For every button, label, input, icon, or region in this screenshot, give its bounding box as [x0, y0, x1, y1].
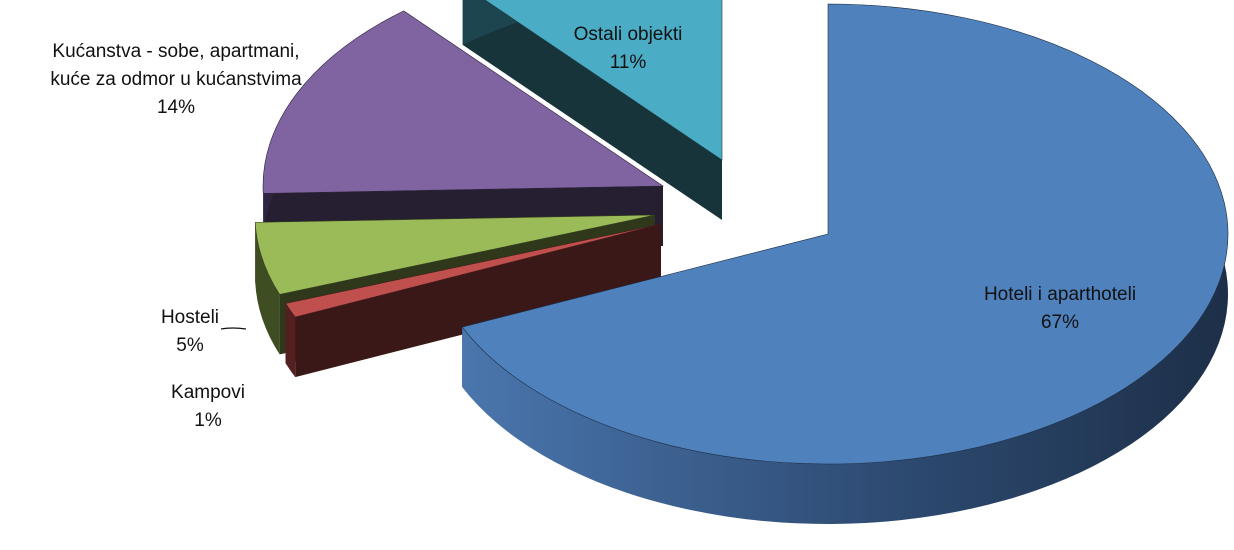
data-label-category: Hosteli — [161, 307, 219, 328]
pie-slice-side — [462, 0, 606, 45]
data-labels: Hoteli i aparthoteli 67% Kampovi 1% Hosteli 5… — [50, 24, 1136, 431]
data-label-category: Kampovi — [171, 382, 245, 403]
pie-slice-side — [285, 303, 296, 378]
pie-slice — [285, 223, 662, 318]
pie-slice — [254, 214, 656, 295]
data-label: Kućanstva - sobe, apartmani, kuće za odmo… — [50, 41, 302, 118]
pie-slice — [262, 10, 664, 194]
data-label-value: 5% — [176, 335, 204, 356]
data-label-category: Ostali objekti — [574, 24, 683, 45]
data-label-value: 67% — [1041, 312, 1079, 333]
pie-slice — [484, 0, 723, 161]
leader-line — [220, 327, 247, 330]
data-label-value: 11% — [610, 52, 647, 73]
pie-slice — [461, 3, 1229, 465]
data-label: Ostali objekti 11% — [574, 24, 683, 73]
data-label: Kampovi 1% — [171, 382, 245, 431]
pie-slice-wall-end — [285, 224, 661, 364]
data-label-value: 14% — [157, 97, 195, 118]
data-label-value: 1% — [194, 410, 222, 431]
data-label-category: Hoteli i aparthoteli — [984, 284, 1136, 305]
pie-top-layer — [254, 0, 1229, 465]
pie-slice-side — [255, 222, 280, 355]
pie-slice-wall-start — [462, 0, 722, 220]
data-label: Hoteli i aparthoteli 67% — [984, 284, 1136, 333]
data-label-category: kuće za odmor u kućanstvima — [50, 69, 302, 90]
data-label: Hosteli 5% — [161, 307, 219, 356]
data-label-category: Kućanstva - sobe, apartmani, — [52, 41, 299, 62]
leader-lines — [220, 327, 247, 330]
